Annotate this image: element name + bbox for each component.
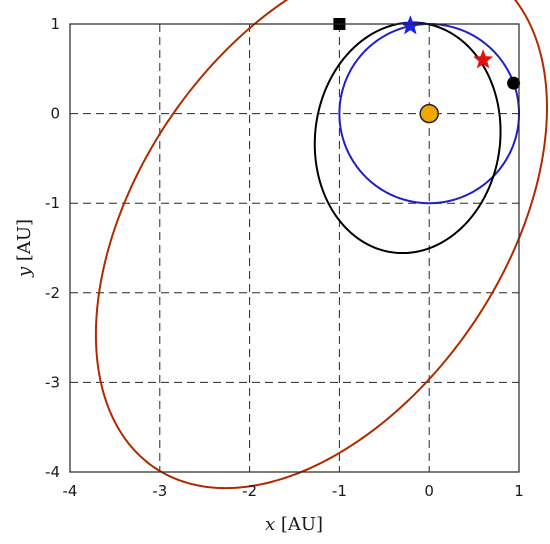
black-circle-marker (507, 76, 521, 90)
y-axis-label: y [AU] (14, 219, 35, 278)
x-tick-label: -2 (242, 482, 257, 500)
x-tick-label: 0 (424, 482, 434, 500)
x-tick-label: 1 (514, 482, 524, 500)
y-tick-label: 0 (50, 105, 60, 123)
y-tick-label: -1 (45, 194, 60, 212)
blue-orbit (338, 22, 521, 205)
y-tick-label: -3 (45, 373, 60, 391)
x-tick-label: -3 (152, 482, 167, 500)
y-tick-labels: -4 -3 -2 -1 0 1 (45, 15, 60, 481)
markers (333, 15, 521, 124)
x-axis-label-unit: [AU] (275, 514, 323, 535)
y-tick-label: -4 (45, 463, 60, 481)
y-tick-label: 1 (50, 15, 60, 33)
sun-marker (419, 103, 439, 124)
black-orbit (313, 21, 502, 255)
grid-lines (69, 23, 520, 473)
red-star-marker (472, 49, 494, 69)
plot-frame (69, 23, 520, 473)
x-tick-label: -1 (332, 482, 347, 500)
blue-star-marker (400, 15, 421, 35)
red-orbit (94, 0, 548, 490)
x-axis-label-var: x (265, 514, 275, 535)
y-axis-label-unit: [AU] (14, 219, 35, 267)
x-tick-labels: -4 -3 -2 -1 0 1 (63, 482, 524, 500)
y-tick-label: -2 (45, 284, 60, 302)
orbit-curves (94, 0, 548, 490)
x-axis-label: x [AU] (265, 514, 323, 535)
y-axis-label-var: y (14, 266, 35, 278)
x-tick-label: -4 (63, 482, 78, 500)
